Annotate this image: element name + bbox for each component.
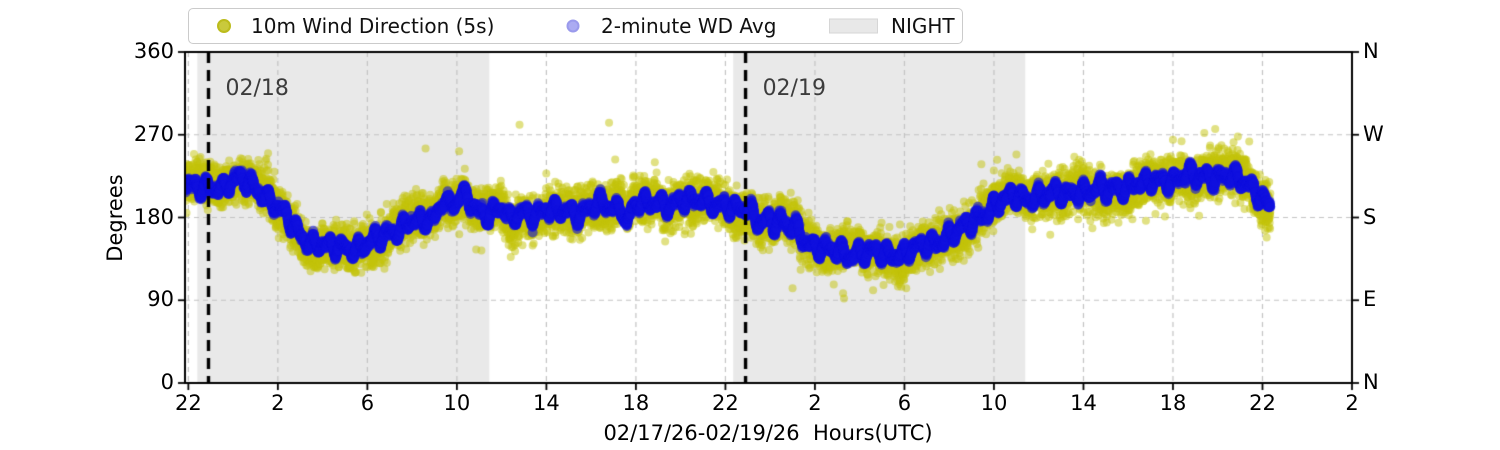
x-tick-label: 6 [897,391,912,415]
x-tick-label: 2 [808,391,822,415]
night-patch-icon [829,18,878,34]
x-tick-label: 14 [533,391,560,415]
compass-tick-label: S [1363,204,1377,229]
x-tick-label: 2 [1345,391,1359,415]
y-tick-label: 270 [133,121,174,146]
y-tick-label: 90 [147,287,174,312]
compass-tick-label: E [1363,287,1377,312]
yellow-scatter-marker-icon [217,19,231,33]
compass-tick-label: N [1363,370,1379,394]
x-tick-label: 22 [174,391,202,415]
blue-avg-marker-icon [566,19,580,33]
x-tick-label: 2 [271,391,285,415]
compass-tick-label: W [1363,121,1384,146]
x-axis-label: 02/17/26-02/19/26 Hours(UTC) [603,421,933,445]
legend-label-2min-avg: 2-minute WD Avg [601,14,777,38]
legend-label-night: NIGHT [891,14,955,38]
legend-label-10m-wind: 10m Wind Direction (5s) [251,14,495,38]
x-tick-label: 10 [980,391,1008,415]
x-tick-label: 6 [360,391,375,415]
date-annotation-0219: 02/19 [762,76,826,101]
x-tick-label: 22 [712,391,739,415]
y-tick-label: 0 [160,370,174,394]
x-tick-label: 18 [622,391,650,415]
date-annotation-0218: 02/18 [225,76,289,101]
y-tick-label: 360 [133,39,174,63]
y-tick-label: 180 [133,204,174,229]
legend-box: 10m Wind Direction (5s) 2-minute WD Avg … [188,8,963,44]
x-tick-label: 10 [443,391,471,415]
compass-tick-label: N [1363,39,1379,63]
x-tick-label: 18 [1159,391,1187,415]
x-tick-label: 22 [1249,391,1276,415]
x-tick-label: 14 [1070,391,1097,415]
